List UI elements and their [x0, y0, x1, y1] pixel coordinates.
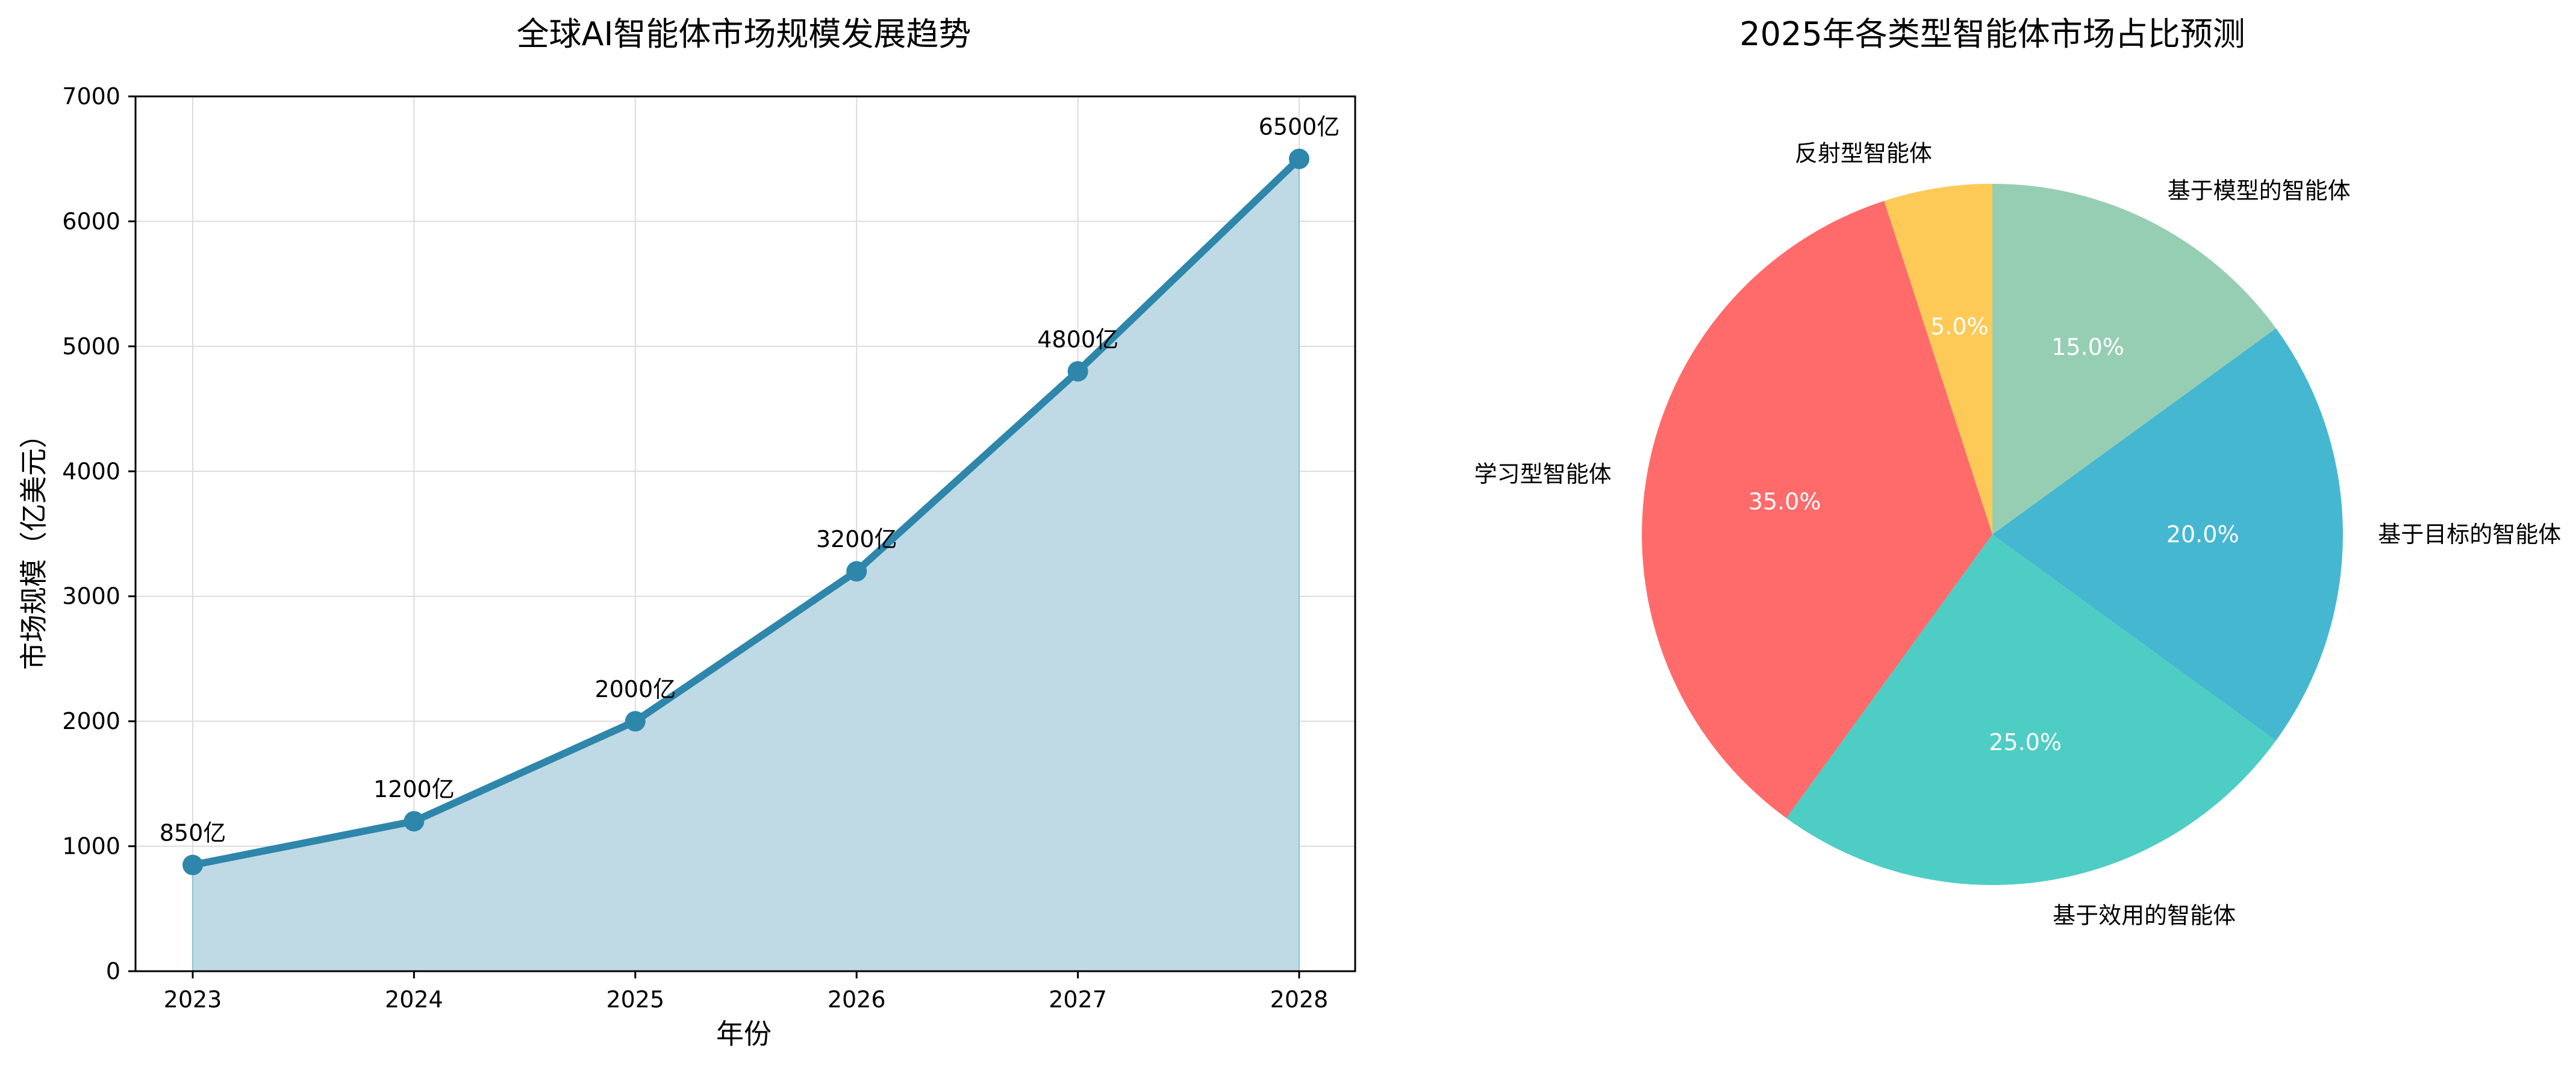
- y-tick-label: 2000: [62, 708, 120, 734]
- pie-slices: [1642, 184, 2344, 885]
- data-point: [846, 561, 867, 582]
- y-tick-label: 1000: [62, 833, 120, 860]
- y-tick-label: 5000: [62, 333, 120, 360]
- pie-chart-title: 2025年各类型智能体市场占比预测: [1739, 15, 2245, 53]
- data-point: [1289, 148, 1309, 169]
- pie-slice: [1642, 201, 1992, 818]
- pie-slice: [1786, 534, 2276, 885]
- data-point: [625, 711, 646, 732]
- y-tick-label: 6000: [62, 208, 120, 234]
- y-ticks: 0 1000 2000 3000 4000 5000 6000 7000: [62, 83, 136, 984]
- y-tick-label: 0: [106, 958, 120, 984]
- data-label: 3200亿: [816, 526, 897, 552]
- pie-percent-label: 5.0%: [1930, 313, 1989, 340]
- data-label: 2000亿: [594, 676, 676, 702]
- data-point: [1067, 361, 1088, 382]
- data-label: 4800亿: [1037, 326, 1118, 352]
- x-tick-label: 2023: [164, 986, 222, 1013]
- pie-slice-label: 基于模型的智能体: [2168, 178, 2351, 204]
- x-tick-label: 2028: [1270, 986, 1329, 1013]
- data-point: [182, 854, 203, 875]
- x-axis-label: 年份: [716, 1018, 772, 1050]
- y-tick-label: 7000: [62, 83, 120, 110]
- line-chart-title: 全球AI智能体市场规模发展趋势: [517, 15, 971, 53]
- data-labels: 850亿 1200亿 2000亿 3200亿 4800亿 6500亿: [160, 114, 1340, 846]
- area-fill: [192, 157, 1300, 972]
- pie-percent-label: 15.0%: [2051, 334, 2124, 360]
- x-ticks: 2023 2024 2025 2026 2027 2028: [164, 971, 1329, 1013]
- data-point: [404, 811, 425, 832]
- x-tick-label: 2025: [606, 986, 664, 1013]
- y-tick-label: 3000: [62, 583, 120, 610]
- y-axis-label: 市场规模（亿美元）: [17, 421, 50, 670]
- data-label: 1200亿: [373, 776, 455, 803]
- pie-percent-label: 35.0%: [1748, 488, 1821, 515]
- pie-slice: [1992, 328, 2344, 741]
- line-chart: 全球AI智能体市场规模发展趋势 850亿 1200亿 2000亿 3200亿 4800亿…: [17, 15, 1356, 1050]
- pie-percent-labels: 5.0% 35.0% 25.0% 20.0% 15.0%: [1748, 313, 2239, 756]
- y-tick-label: 4000: [62, 458, 120, 484]
- pie-slice-label: 基于效用的智能体: [2053, 902, 2236, 928]
- x-tick-label: 2027: [1049, 986, 1107, 1013]
- plot-frame: [134, 95, 1356, 972]
- series-line: [192, 156, 1302, 869]
- data-label: 6500亿: [1259, 114, 1340, 140]
- pie-percent-label: 25.0%: [1989, 729, 2062, 756]
- x-tick-label: 2026: [828, 986, 886, 1013]
- pie-slice: [1884, 184, 1992, 534]
- series-points: [182, 148, 1309, 875]
- pie-slice: [1992, 184, 2276, 534]
- pie-slice-label: 反射型智能体: [1795, 140, 1932, 167]
- data-label: 850亿: [160, 820, 226, 846]
- x-tick-label: 2024: [385, 986, 443, 1013]
- pie-percent-label: 20.0%: [2166, 521, 2239, 548]
- pie-slice-label: 学习型智能体: [1474, 461, 1612, 487]
- pie-slice-label: 基于目标的智能体: [2378, 521, 2561, 548]
